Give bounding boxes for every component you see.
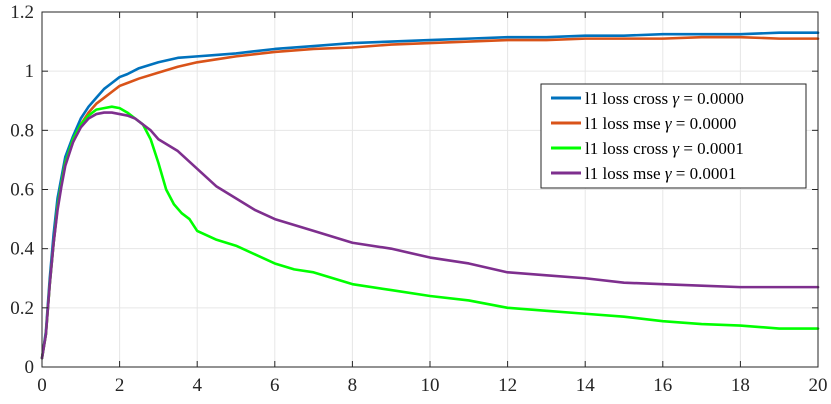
x-tick-label-3: 6 [270,375,280,396]
x-tick-label-8: 16 [653,375,672,396]
legend: l1 loss cross γ = 0.0000 l1 loss mse γ = … [540,83,807,189]
legend-box [540,83,807,189]
legend-label-0: l1 loss cross γ = 0.0000 [585,89,744,108]
legend-label-3: l1 loss mse γ = 0.0001 [585,164,736,183]
x-tick-label-0: 0 [37,375,47,396]
y-tick-label-0: 0 [25,357,35,378]
tick-labels: 0 2 4 6 8 10 12 14 16 18 20 0 0.2 0.4 0.6 0.8 1 1.2 [10,2,827,396]
series-line-2 [40,105,820,360]
y-tick-label-4: 0.8 [10,120,34,141]
x-tick-label-9: 18 [731,375,750,396]
legend-label-1: l1 loss mse γ = 0.0000 [585,114,736,133]
y-tick-label-5: 1 [25,61,35,82]
series-layer [40,31,820,360]
y-tick-label-6: 1.2 [10,2,34,23]
x-tick-label-4: 8 [348,375,358,396]
y-tick-label-3: 0.6 [10,180,34,201]
series-line-3 [40,111,820,360]
x-tick-label-10: 20 [809,375,828,396]
series-line-0 [40,31,820,360]
x-tick-label-6: 12 [498,375,517,396]
y-tick-label-1: 0.2 [10,298,34,319]
x-tick-label-5: 10 [421,375,440,396]
y-tick-label-2: 0.4 [10,239,34,260]
legend-label-2: l1 loss cross γ = 0.0001 [585,139,744,158]
grid [41,11,819,368]
x-tick-label-7: 14 [576,375,596,396]
x-tick-label-2: 4 [192,375,202,396]
axes [41,11,819,368]
x-tick-label-1: 2 [115,375,125,396]
